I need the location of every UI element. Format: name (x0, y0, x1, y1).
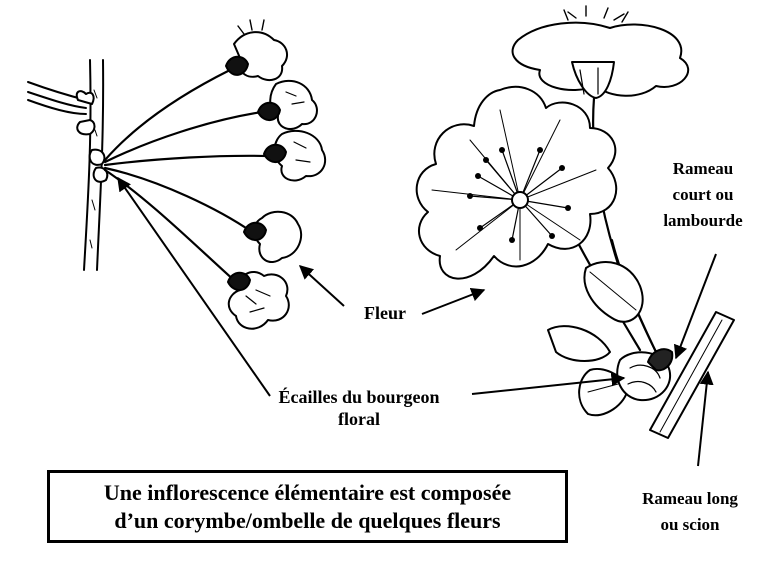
caption-line2: d’un corymbe/ombelle de quelques fleurs (114, 508, 501, 533)
label-rameau-court-line2: court ou (672, 185, 734, 204)
label-rameau-court-line1: Rameau (672, 159, 734, 178)
label-ecailles-bourgeon-floral: Écailles du bourgeon floral (244, 386, 474, 430)
label-fleur-text: Fleur (364, 303, 406, 323)
label-rameau-court-line3: lambourde (663, 211, 743, 230)
label-rameau-long: Rameau long ou scion (608, 486, 772, 538)
label-rameau-long-line2: ou scion (660, 515, 720, 534)
caption-box: Une inflorescence élémentaire est compos… (47, 470, 568, 543)
right-branch-drawing (415, 5, 735, 439)
label-fleur: Fleur (340, 302, 430, 324)
label-rameau-long-line1: Rameau long (642, 489, 738, 508)
left-branch-drawing (27, 19, 327, 330)
leader-lines (117, 176, 717, 467)
label-ecailles-line2: floral (338, 409, 380, 429)
caption-line1: Une inflorescence élémentaire est compos… (103, 480, 512, 505)
label-ecailles-line1: Écailles du bourgeon (278, 387, 440, 407)
label-rameau-court: Rameau court ou lambourde (640, 156, 766, 234)
